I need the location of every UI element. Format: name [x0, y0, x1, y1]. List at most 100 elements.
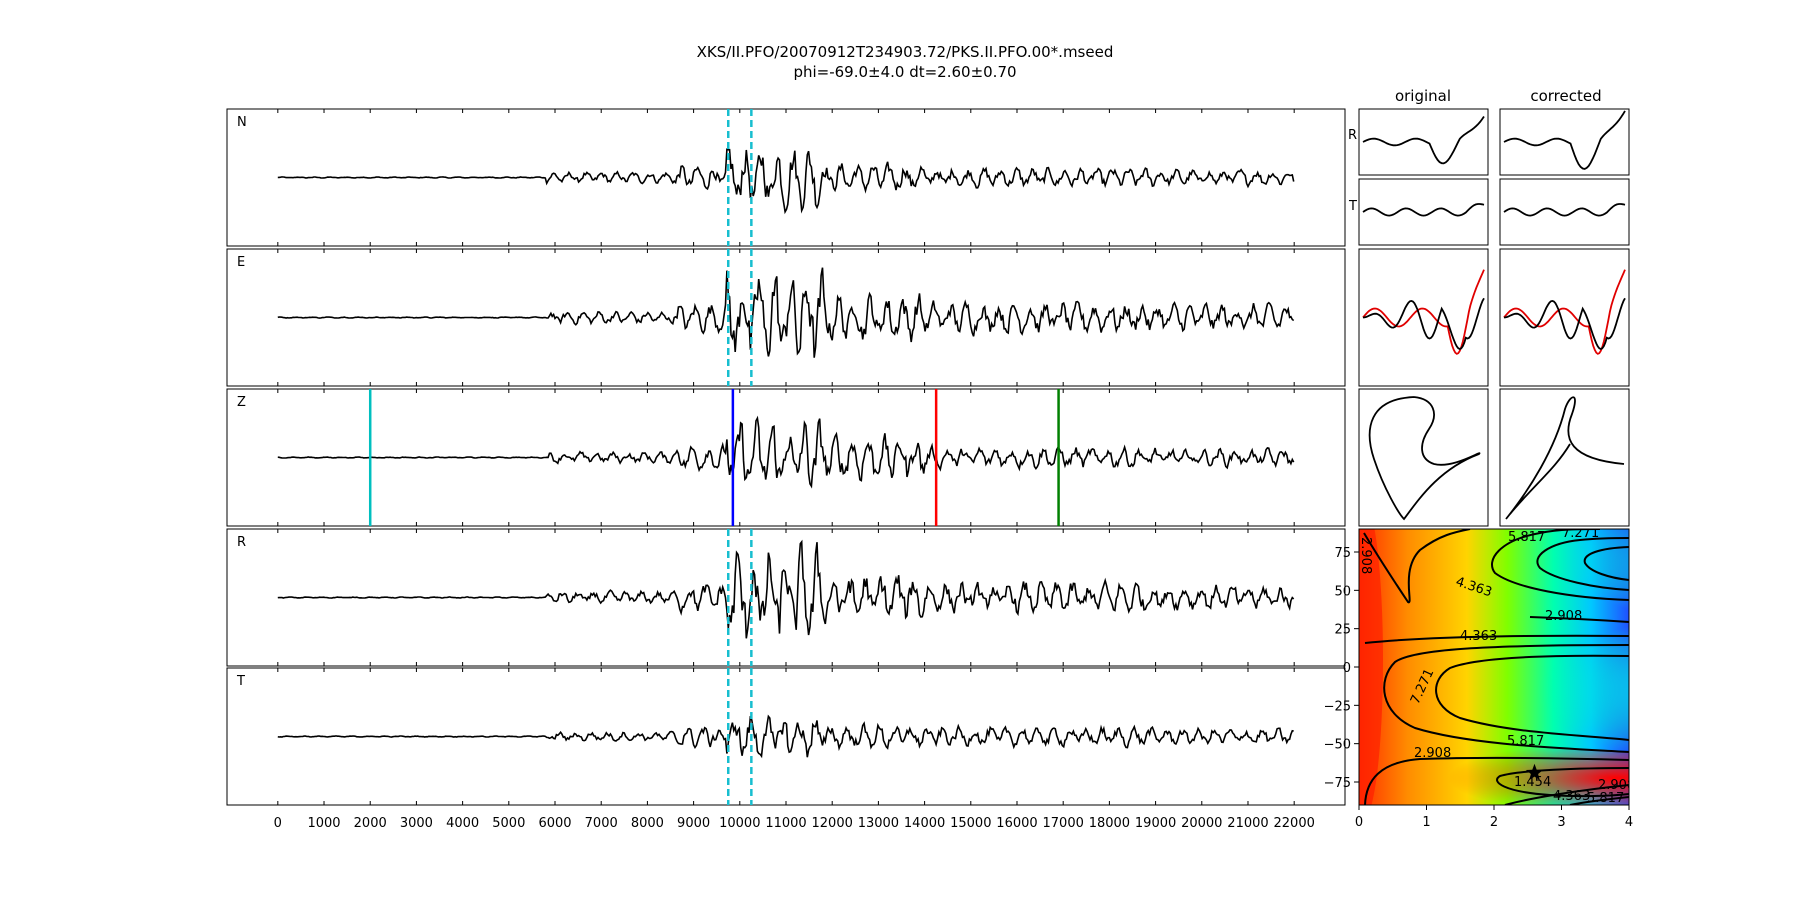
contour-7271-upper [1583, 546, 1629, 581]
x-tick-label: 3000 [400, 816, 433, 831]
contour-label-2908-left: 2.908 [1358, 537, 1373, 574]
x-tick-label: 11000 [765, 816, 806, 831]
x-tick-label: 12000 [812, 816, 853, 831]
surface-x-tick-label: 2 [1490, 815, 1498, 830]
x-tick-label: 14000 [904, 816, 945, 831]
column-title-original: original [1395, 87, 1451, 105]
x-tick-label: 7000 [585, 816, 618, 831]
panel-e: E [226, 248, 1346, 387]
particle-panel-frame [1499, 108, 1630, 176]
waveform-n [277, 148, 1295, 215]
x-tick-label: 8000 [631, 816, 664, 831]
x-tick-label: 5000 [492, 816, 525, 831]
panel-r: R [226, 528, 1346, 667]
surface-x-tick-label: 3 [1557, 815, 1565, 830]
trace-label-e: E [237, 255, 245, 270]
contour-label-5817-upper: 5.817 [1508, 530, 1545, 545]
row-label-r: R [1348, 128, 1357, 143]
surface-axes: 0 1 2 3 4 75 50 25 0 −25 −50 −75 [1324, 546, 1634, 830]
particle-panel-frame [1358, 108, 1489, 176]
particle-panel-frame [1358, 388, 1489, 527]
x-tick-label: 0 [274, 816, 282, 831]
contour-label-7271-upper: 7.271 [1562, 526, 1599, 541]
chart-title-line1: XKS/II.PFO/20070912T234903.72/PKS.II.PFO… [697, 43, 1114, 61]
contour-7271-lower [1435, 654, 1629, 741]
radial-trace [1362, 115, 1485, 165]
x-tick-label: 2000 [354, 816, 387, 831]
waveform-z [277, 415, 1295, 489]
trace-label-n: N [237, 115, 247, 130]
particle-motion [1505, 396, 1625, 520]
contour-2908-upper-left [1363, 529, 1471, 604]
x-tick-label: 19000 [1135, 816, 1176, 831]
fast-trace [1503, 297, 1626, 350]
x-tick-label: 1000 [307, 816, 340, 831]
x-tick-label: 6000 [538, 816, 571, 831]
surface-red-left [1359, 529, 1383, 805]
surface-y-tick-label: 75 [1334, 546, 1351, 561]
transverse-trace [1503, 203, 1626, 217]
contour-label-4363-bottom: 4.363 [1553, 789, 1590, 804]
x-tick-label: 10000 [719, 816, 760, 831]
contour-2908-lower [1364, 756, 1629, 805]
particle-panel-frame [1358, 248, 1489, 387]
contour-label-5817-bottom: 5.817 [1587, 791, 1624, 806]
panel-t: T 0 1000 2000 3000 4000 5000 6000 7000 8000 9000 10… [226, 667, 1346, 831]
contour-label-2908-bottom: 2.908 [1598, 778, 1635, 793]
trace-label-t: T [236, 674, 245, 689]
waveform-r [277, 539, 1295, 639]
particle-motion [1368, 396, 1481, 521]
trace-label-z: Z [237, 395, 246, 410]
trace-label-r: R [237, 535, 246, 550]
contour-1454-lower [1496, 767, 1629, 798]
surface-y-tick-label: −75 [1324, 776, 1351, 791]
x-tick-label: 18000 [1089, 816, 1130, 831]
contour-4363-upper [1491, 529, 1629, 601]
contour-4363-bottom [1569, 796, 1629, 805]
surface-x-tick-label: 1 [1422, 815, 1430, 830]
x-tick-label: 16000 [996, 816, 1037, 831]
error-surface: 2.908 5.817 7.271 4.363 2.908 4.363 7.27… [1324, 526, 1635, 830]
x-tick-label: 21000 [1227, 816, 1268, 831]
particle-panel-frame [1499, 248, 1630, 387]
panel-z: Z [226, 388, 1346, 527]
surface-x-tick-label: 0 [1355, 815, 1363, 830]
surface-y-tick-label: 0 [1343, 661, 1351, 676]
x-tick-label: 17000 [1043, 816, 1084, 831]
surface-y-tick-label: −25 [1324, 699, 1351, 714]
surface-high-upper [1470, 529, 1629, 615]
waveform-panels: N E Z R T 0 1000 2000 3000 4000 5000 6000 7000 8000 90… [226, 108, 1346, 831]
surface-y-tick-label: 25 [1334, 623, 1351, 638]
contour-lines [1363, 529, 1629, 805]
best-fit-star [1525, 763, 1544, 781]
contour-label-2908-lower: 2.908 [1414, 746, 1451, 761]
particle-panel-frame [1499, 178, 1630, 246]
shifted-trace [1503, 269, 1626, 355]
contour-2908-mid [1529, 616, 1629, 623]
contour-2908-bottom [1504, 784, 1629, 805]
surface-x-tick-label: 4 [1625, 815, 1633, 830]
x-tick-label: 15000 [950, 816, 991, 831]
contour-label-2908-mid: 2.908 [1545, 609, 1582, 624]
transverse-trace [1362, 203, 1485, 217]
x-tick-label: 4000 [446, 816, 479, 831]
row-label-t: T [1348, 199, 1357, 214]
x-tick-label: 13000 [858, 816, 899, 831]
x-tick-label: 9000 [677, 816, 710, 831]
waveform-t [277, 714, 1294, 759]
particle-panel-frame [1499, 388, 1630, 527]
fast-trace [1362, 297, 1485, 350]
contour-label-1454: 1.454 [1514, 775, 1551, 790]
column-title-corrected: corrected [1530, 87, 1601, 105]
contour-label-4363-mid: 4.363 [1460, 629, 1497, 644]
contour-5817-upper [1536, 537, 1629, 591]
surface-y-tick-label: 50 [1334, 584, 1351, 599]
particle-motion-panels: original corrected R T [1348, 87, 1630, 527]
shifted-trace [1362, 269, 1485, 355]
chart-title-line2: phi=-69.0±4.0 dt=2.60±0.70 [793, 63, 1016, 81]
x-tick-label: 20000 [1181, 816, 1222, 831]
surface-y-tick-label: −50 [1324, 738, 1351, 753]
particle-panel-frame [1358, 178, 1489, 246]
contour-4363-mid [1364, 634, 1629, 644]
